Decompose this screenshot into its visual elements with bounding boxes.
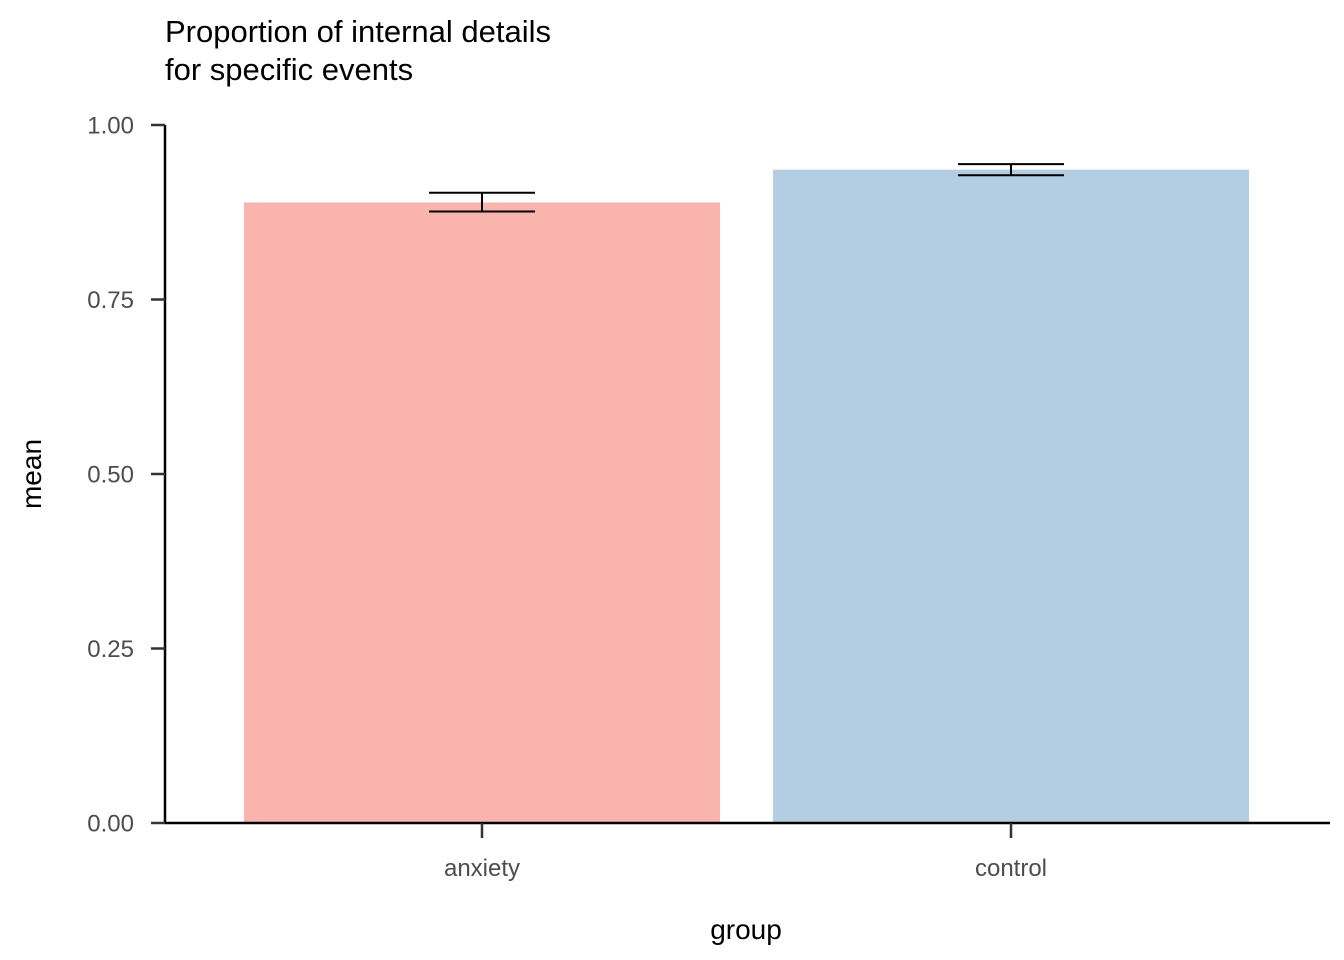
y-tick-label: 0.75 — [87, 287, 134, 314]
bar-anxiety — [244, 202, 720, 823]
y-tick-label: 0.50 — [87, 462, 134, 489]
y-axis-title: mean — [16, 439, 47, 509]
y-ticks-group: 0.00 0.25 0.50 0.75 1.00 — [87, 113, 165, 838]
x-tick-label-control: control — [975, 855, 1047, 882]
error-bar-anxiety — [429, 191, 535, 213]
chart-title-line-2: for specific events — [165, 52, 413, 87]
error-bars-group — [429, 163, 1064, 213]
bar-control — [773, 169, 1249, 823]
y-tick-label: 0.00 — [87, 811, 134, 838]
x-tick-label-anxiety: anxiety — [444, 855, 520, 882]
error-bar-control — [958, 163, 1064, 177]
bars-group — [244, 169, 1249, 823]
x-axis-title: group — [710, 914, 782, 945]
y-tick-label: 1.00 — [87, 113, 134, 140]
chart-title-line-1: Proportion of internal details — [165, 14, 551, 49]
x-ticks-group: anxiety control — [444, 823, 1047, 882]
y-tick-label: 0.25 — [87, 636, 134, 663]
